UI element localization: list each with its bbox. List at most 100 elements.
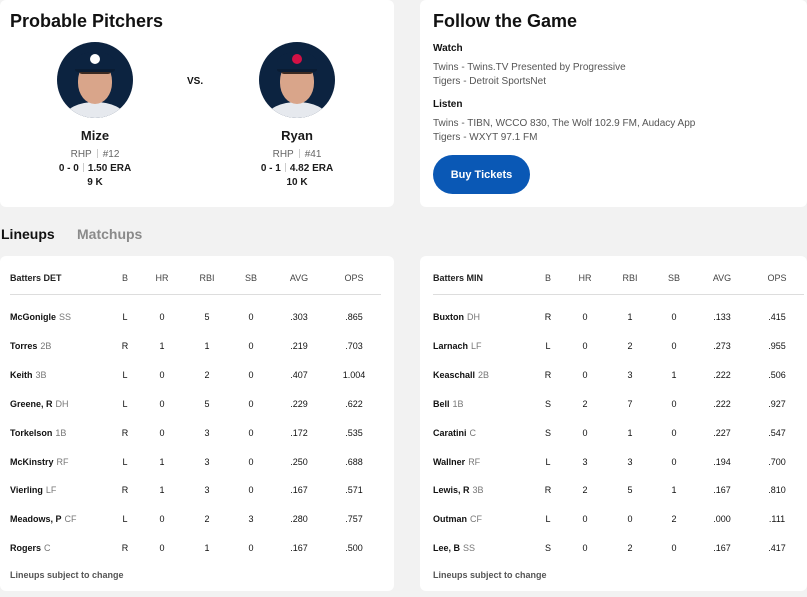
player-name[interactable]: Keaschall — [433, 369, 476, 380]
listen-twins: Twins - TIBN, WCCO 830, The Wolf 102.9 F… — [433, 118, 696, 129]
player-name[interactable]: Outman — [433, 514, 468, 525]
player-name[interactable]: McGonigle — [10, 312, 57, 322]
player-link[interactable]: Outman CF — [433, 514, 482, 524]
stat-avg: .167 — [713, 485, 731, 496]
player-link[interactable]: Wallner RF — [433, 457, 480, 467]
player-name[interactable]: Wallner — [433, 456, 466, 467]
home-pitcher-avatar[interactable] — [259, 42, 335, 118]
player-position: 2B — [40, 340, 52, 351]
player-name[interactable]: Bell — [433, 398, 450, 409]
away-pitcher-info: RHP #12 — [35, 149, 155, 160]
stat-hr: 2 — [582, 398, 588, 409]
column-header-b[interactable]: B — [544, 273, 551, 283]
player-name[interactable]: Keith — [10, 369, 33, 380]
stat-hr: 1 — [159, 485, 165, 496]
buy-tickets-button[interactable]: Buy Tickets — [433, 155, 530, 194]
player-name[interactable]: Torres — [10, 340, 38, 351]
stat-rbi: 2 — [204, 514, 210, 525]
stat-b: L — [545, 456, 551, 467]
stat-b: S — [544, 427, 551, 438]
tab-matchups[interactable]: Matchups — [77, 226, 143, 242]
stat-sb: 0 — [671, 456, 677, 467]
player-position: SS — [463, 543, 476, 554]
player-link[interactable]: Rogers C — [10, 543, 51, 553]
stat-avg: .000 — [713, 514, 731, 525]
player-name[interactable]: McKinstry — [10, 456, 54, 467]
stat-avg: .133 — [713, 312, 731, 322]
stat-ops: .955 — [768, 340, 786, 351]
away-pitcher-era: 1.50 ERA — [87, 163, 132, 174]
column-header-b[interactable]: B — [121, 273, 128, 283]
away-pitcher-name[interactable]: Mize — [80, 128, 110, 143]
column-header-rbi[interactable]: RBI — [199, 273, 215, 283]
tab-lineups[interactable]: Lineups — [1, 226, 55, 242]
stat-avg: .250 — [290, 456, 308, 467]
stat-avg: .303 — [290, 312, 308, 322]
player-link[interactable]: Greene, R DH — [10, 399, 69, 409]
player-name[interactable]: Lee, B — [433, 543, 461, 554]
stat-avg: .229 — [290, 398, 308, 409]
stat-hr: 0 — [159, 312, 165, 322]
player-link[interactable]: Torres 2B — [10, 341, 51, 351]
player-link[interactable]: McGonigle SS — [10, 312, 71, 322]
player-name[interactable]: Buxton — [433, 312, 464, 322]
stat-avg: .167 — [290, 543, 308, 554]
stat-rbi: 2 — [627, 340, 633, 351]
player-link[interactable]: Meadows, P CF — [10, 514, 77, 524]
away-pitcher[interactable]: Mize RHP #12 0 - 0 1.50 ERA 9 K — [35, 42, 155, 188]
player-link[interactable]: Buxton DH — [433, 312, 480, 322]
column-header-rbi[interactable]: RBI — [622, 273, 638, 283]
column-header-hr[interactable]: HR — [578, 273, 592, 283]
player-name[interactable]: Caratini — [433, 427, 467, 438]
stat-rbi: 5 — [627, 485, 633, 496]
column-header-ops[interactable]: OPS — [767, 273, 787, 283]
player-name[interactable]: Vierling — [10, 485, 43, 496]
column-header-avg[interactable]: AVG — [712, 273, 732, 283]
away-pitcher-avatar[interactable] — [57, 42, 133, 118]
player-link[interactable]: Lewis, R 3B — [433, 485, 484, 495]
player-name[interactable]: Meadows, P — [10, 514, 62, 525]
player-link[interactable]: Lee, B SS — [433, 543, 475, 553]
stat-ops: .622 — [345, 398, 363, 409]
player-name[interactable]: Greene, R — [10, 398, 53, 409]
player-link[interactable]: Keaschall 2B — [433, 370, 489, 380]
player-name[interactable]: Larnach — [433, 340, 469, 351]
player-position: 3B — [472, 485, 484, 496]
column-header-sb[interactable]: SB — [244, 273, 257, 283]
player-link[interactable]: McKinstry RF — [10, 457, 69, 467]
probable-pitchers-title: Probable Pitchers — [10, 11, 164, 31]
player-link[interactable]: Torkelson 1B — [10, 428, 66, 438]
home-pitcher-number: #41 — [304, 149, 322, 160]
stat-avg: .273 — [713, 340, 731, 351]
stat-sb: 0 — [248, 312, 254, 322]
home-pitcher-k: 10 K — [286, 177, 308, 188]
lineup-header-min: Batters MIN — [433, 273, 484, 283]
stat-avg: .227 — [713, 427, 731, 438]
stat-ops: 1.004 — [342, 369, 366, 380]
player-name[interactable]: Lewis, R — [433, 485, 470, 496]
stat-ops: .571 — [345, 485, 363, 496]
home-pitcher-name[interactable]: Ryan — [281, 128, 313, 143]
player-link[interactable]: Keith 3B — [10, 370, 47, 380]
player-link[interactable]: Caratini C — [433, 428, 476, 438]
column-header-sb[interactable]: SB — [667, 273, 680, 283]
player-link[interactable]: Bell 1B — [433, 399, 464, 409]
player-name[interactable]: Rogers — [10, 543, 42, 554]
table-row: Torkelson 1B R 0 3 0 .172 .535 — [0, 428, 394, 442]
table-row: Lewis, R 3B R 2 5 1 .167 .810 — [420, 485, 807, 499]
player-name[interactable]: Torkelson — [10, 427, 53, 438]
stat-hr: 0 — [582, 427, 588, 438]
column-header-hr[interactable]: HR — [155, 273, 169, 283]
home-pitcher[interactable]: Ryan RHP #41 0 - 1 4.82 ERA 10 K — [237, 42, 357, 188]
twins-logo-icon — [292, 54, 302, 64]
player-link[interactable]: Larnach LF — [433, 341, 482, 351]
home-pitcher-stats: 0 - 1 4.82 ERA — [237, 163, 357, 174]
stat-ops: .927 — [768, 398, 786, 409]
stat-sb: 0 — [248, 398, 254, 409]
vs-label: VS. — [187, 76, 204, 87]
column-header-avg[interactable]: AVG — [289, 273, 309, 283]
table-row: Bell 1B S 2 7 0 .222 .927 — [420, 399, 807, 413]
player-link[interactable]: Vierling LF — [10, 485, 56, 495]
table-row: Outman CF L 0 0 2 .000 .111 — [420, 514, 807, 528]
column-header-ops[interactable]: OPS — [344, 273, 364, 283]
